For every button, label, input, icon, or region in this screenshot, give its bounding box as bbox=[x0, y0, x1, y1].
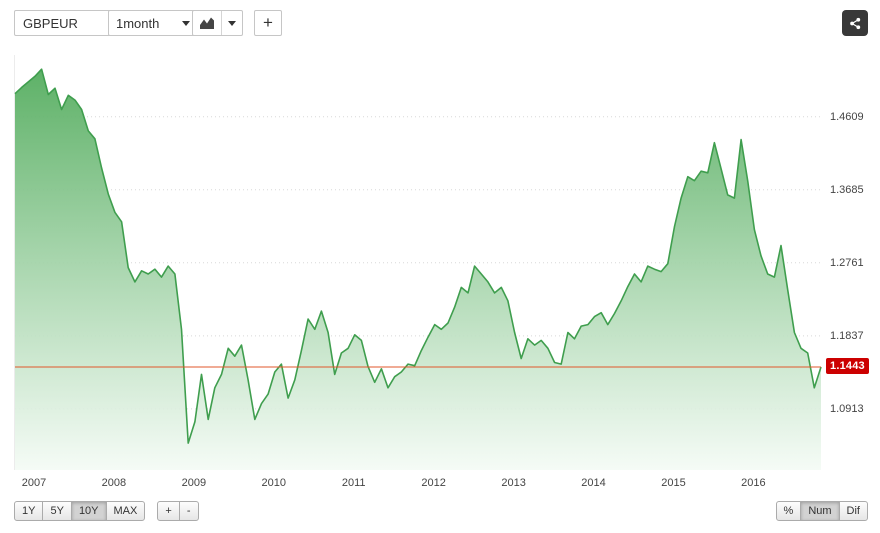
display-mode-controls: % Num Dif bbox=[775, 501, 868, 521]
range-controls: 1Y 5Y 10Y MAX bbox=[14, 501, 146, 521]
y-axis-label: 1.4609 bbox=[830, 110, 864, 123]
area-fill bbox=[15, 69, 821, 470]
x-axis-label: 2010 bbox=[261, 477, 287, 489]
symbol-input[interactable] bbox=[14, 10, 116, 36]
range-button-10y[interactable]: 10Y bbox=[70, 501, 107, 521]
x-axis-label: 2012 bbox=[421, 477, 446, 489]
range-button-1y[interactable]: 1Y bbox=[14, 501, 44, 521]
interval-dropdown-value: 1month bbox=[116, 15, 160, 31]
current-price-badge: 1.1443 bbox=[826, 358, 869, 374]
chart-plot-area[interactable] bbox=[14, 55, 822, 470]
price-area-chart bbox=[14, 68, 822, 470]
price-line bbox=[14, 68, 822, 444]
chevron-down-icon bbox=[228, 20, 236, 26]
toolbar: 1month + bbox=[14, 10, 868, 38]
y-axis-label: 1.2761 bbox=[830, 256, 864, 269]
x-axis-label: 2013 bbox=[501, 477, 526, 489]
y-axis-label: 1.0913 bbox=[830, 402, 864, 415]
x-axis-label: 2008 bbox=[101, 477, 127, 489]
x-axis-label: 2016 bbox=[741, 477, 766, 489]
x-axis-label: 2015 bbox=[661, 477, 686, 489]
range-button-5y[interactable]: 5Y bbox=[42, 501, 72, 521]
x-axis-label: 2014 bbox=[581, 477, 606, 489]
zoom-out-button[interactable]: - bbox=[178, 501, 199, 521]
interval-dropdown[interactable]: 1month bbox=[108, 10, 198, 36]
add-comparison-button[interactable]: + bbox=[254, 10, 282, 36]
x-axis-label: 2009 bbox=[181, 477, 207, 489]
y-axis-label: 1.3685 bbox=[830, 183, 864, 196]
chart-type-button[interactable] bbox=[192, 10, 243, 36]
mode-button-percent[interactable]: % bbox=[775, 501, 802, 521]
zoom-controls: + - bbox=[157, 501, 199, 521]
x-axis-label: 2011 bbox=[341, 477, 366, 489]
mode-button-num[interactable]: Num bbox=[800, 501, 840, 521]
share-button[interactable] bbox=[842, 10, 868, 36]
range-button-max[interactable]: MAX bbox=[105, 501, 146, 521]
chevron-down-icon bbox=[182, 20, 190, 26]
bottom-controls: 1Y 5Y 10Y MAX + - % Num Dif bbox=[14, 501, 868, 523]
zoom-in-button[interactable]: + bbox=[157, 501, 180, 521]
chart-type-dropdown[interactable] bbox=[221, 11, 242, 35]
mode-button-dif[interactable]: Dif bbox=[838, 501, 868, 521]
share-icon bbox=[849, 17, 860, 29]
area-chart-icon bbox=[193, 11, 221, 35]
y-axis-label: 1.1837 bbox=[830, 329, 864, 342]
x-axis-label: 2007 bbox=[21, 477, 47, 489]
